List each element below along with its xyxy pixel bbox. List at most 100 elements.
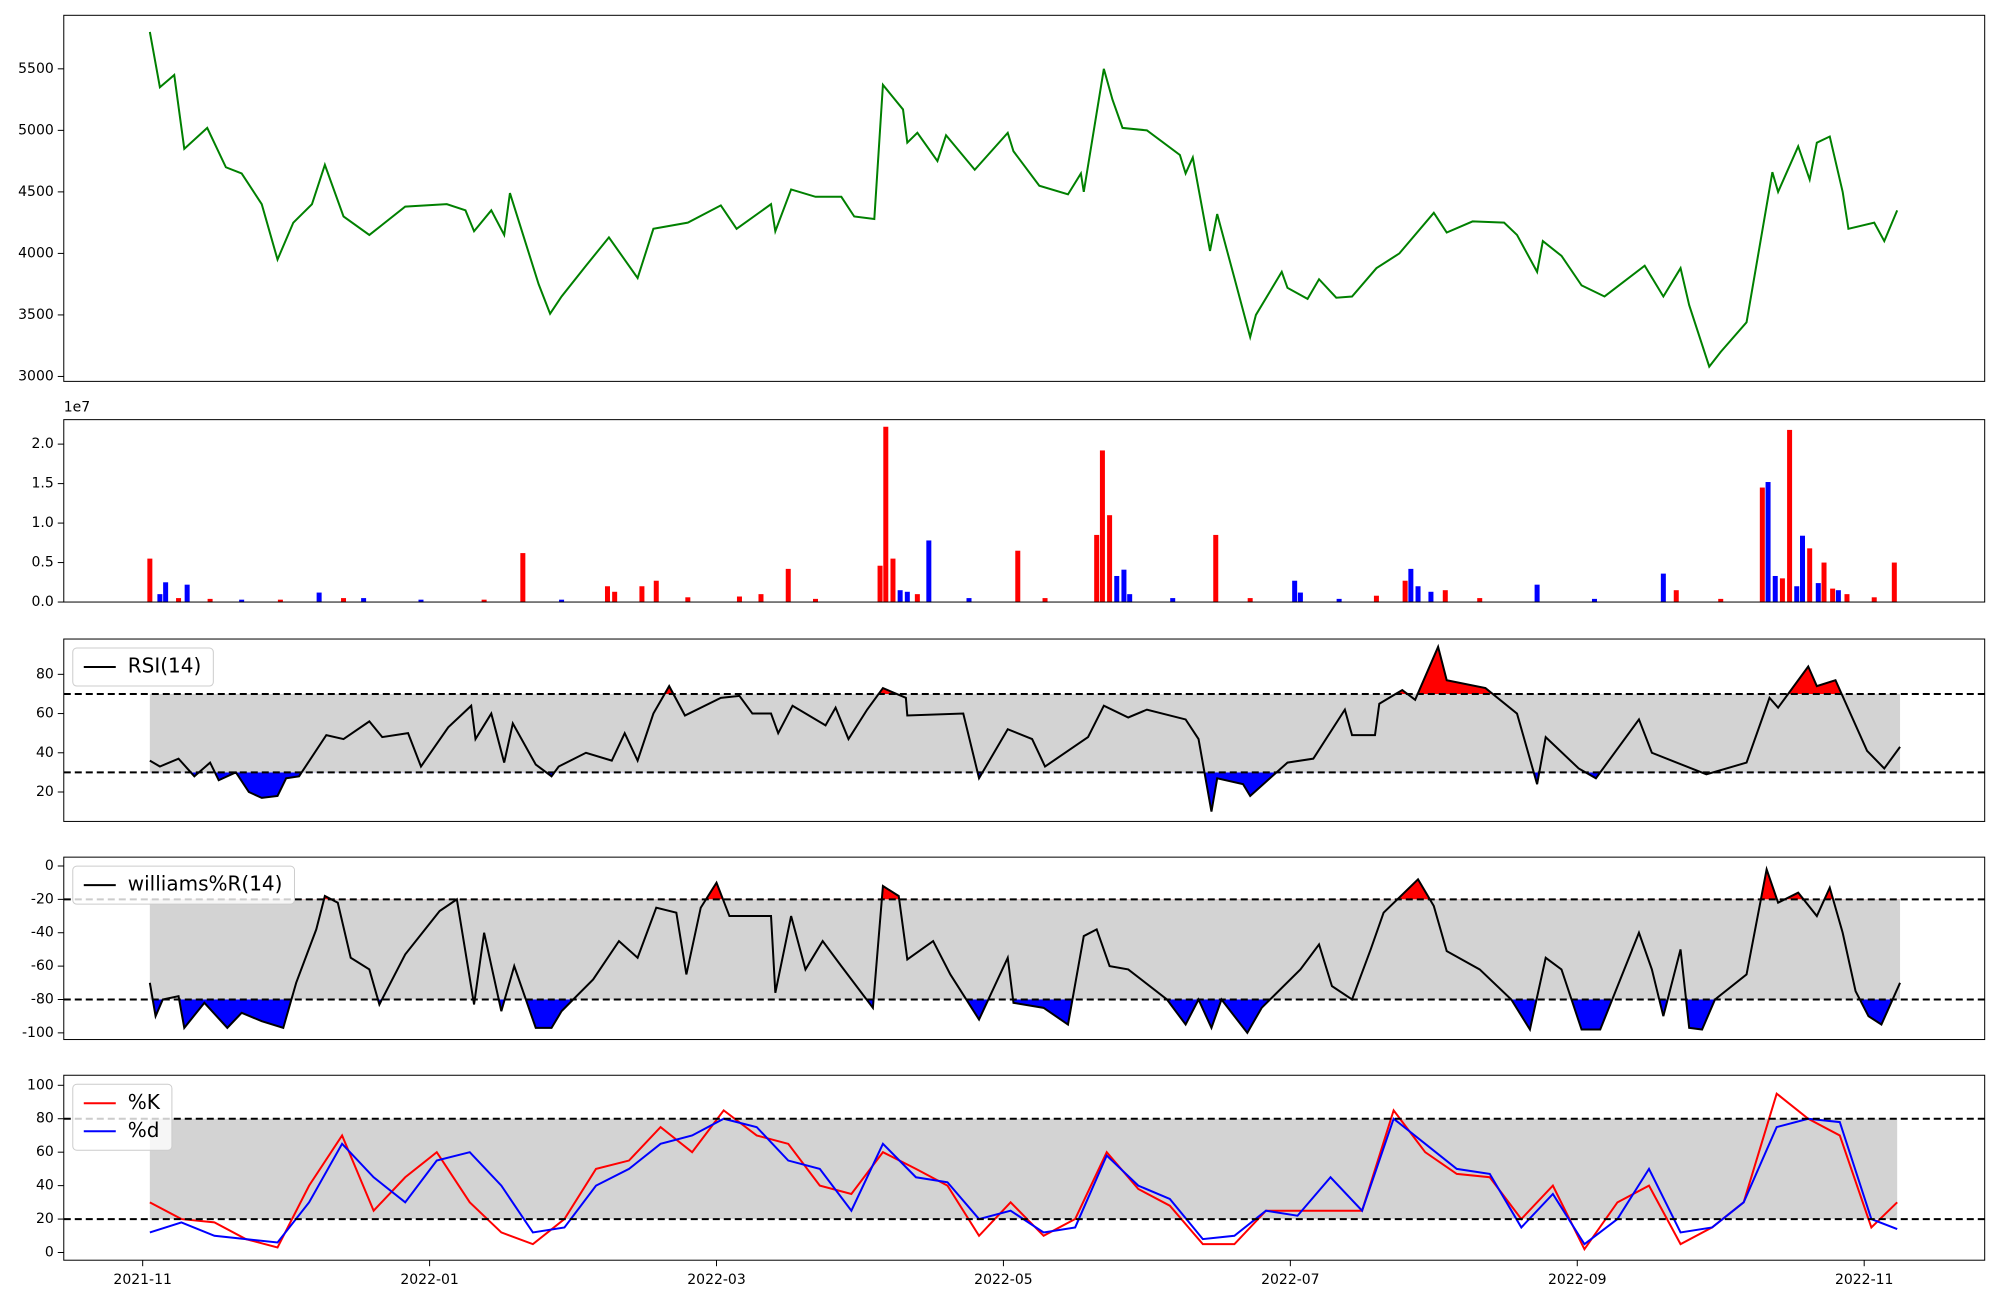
y-tick-label: 60 [36,706,54,722]
volume-bar [1835,590,1841,603]
series-line [148,31,1899,369]
volume-bar [1718,598,1724,603]
y-tick-label: 80 [36,666,54,682]
volume-bar [1765,482,1771,603]
volume-bar [1800,535,1806,603]
volume-bar [1830,588,1836,603]
legend: williams%R(14) [72,865,295,905]
volume-bar [316,592,322,603]
volume-bar [653,580,659,603]
volume-bar [639,586,645,603]
volume-bar [612,591,618,603]
y-tick-label: 80 [36,1111,54,1127]
axes-frame [63,1074,1986,1261]
volume-bar [1844,594,1850,603]
volume-bar [481,599,487,603]
volume-bar [1247,598,1253,603]
volume-bar [1891,562,1897,603]
legend-label: %d [128,1118,160,1142]
legend-box [72,865,295,905]
volume-bar [897,590,903,603]
neutral-band [149,1118,1898,1220]
legend-label: %K [128,1090,161,1114]
series-line [149,1117,1898,1246]
x-tick-label: 2022-11 [1835,1272,1894,1288]
y-tick-label: 0 [45,1245,54,1261]
volume-bar [1772,575,1778,603]
panel: %K %d 0 20 40 60 80 100 2021-11 2022-01 2022-03 202… [27,1074,1986,1288]
y-tick-label: 3500 [18,307,54,323]
volume-bar [1099,450,1105,603]
y-tick-label: 0.5 [32,555,54,571]
volume-bar [239,599,245,603]
volume-bar [520,553,526,603]
y-tick-label: 1.0 [32,515,54,531]
volume-bar [1415,586,1421,603]
x-tick-label: 2022-03 [687,1272,746,1288]
x-tick-label: 2022-01 [400,1272,459,1288]
volume-bar [1408,568,1414,603]
volume-bar [914,594,920,603]
axes-frame [63,419,1986,603]
volume-bar [1794,586,1800,603]
volume-bar [890,558,896,603]
y-tick-label: 5500 [18,61,54,77]
panel: RSI(14) 20 40 60 80 [36,638,1986,822]
volume-bar [1170,598,1176,603]
volume-bar [1442,590,1448,603]
volume-bar [1428,591,1434,603]
volume-bar [418,599,424,603]
axes-frame [63,14,1986,382]
volume-bar [736,596,742,603]
axes-frame [63,638,1986,822]
volume-bar [559,599,565,603]
legend: %K %d [72,1083,173,1151]
volume-bar [1402,580,1408,603]
y-tick-label: 1.5 [32,476,54,492]
volume-bar [147,558,153,603]
volume-bar [1871,597,1877,603]
volume-bar [883,426,889,603]
volume-bar [785,568,791,603]
y-tick-label: 4000 [18,245,54,261]
series-line [148,865,1901,1035]
volume-bar [1673,590,1679,603]
legend-label: williams%R(14) [128,872,283,896]
volume-bar [1591,598,1597,603]
x-tick-label: 2021-11 [113,1272,172,1288]
volume-bar [207,598,213,603]
volume-bar [184,584,190,603]
volume-bar [1534,584,1540,603]
volume-bar [1042,598,1048,603]
y-tick-label: 0.0 [32,594,54,610]
volume-bar [1094,534,1100,603]
volume-bar [966,598,972,603]
y-tick-label: -100 [22,1025,54,1041]
volume-bar [813,598,819,603]
x-tick-label: 2022-09 [1548,1272,1607,1288]
volume-bar [1477,598,1483,603]
neutral-band [149,693,1901,773]
volume-bar [1821,562,1827,603]
y-tick-label: 40 [36,745,54,761]
y-tick-label: -20 [31,891,54,907]
volume-bar [926,540,932,603]
y-tick-label: 0 [45,858,54,874]
volume-bar [904,591,910,603]
y-tick-label: 3000 [18,368,54,384]
volume-bar [341,598,347,603]
y-tick-label: 5000 [18,122,54,138]
x-tick-label: 2022-07 [1261,1272,1320,1288]
volume-bar [1292,580,1298,603]
volume-bar [1807,548,1813,603]
axis-offset-label: 1e7 [64,400,90,416]
volume-bar [1815,583,1821,603]
panel: williams%R(14) -100 -80 -60 -40 -20 0 [22,856,1986,1041]
neutral-band [149,899,1901,1000]
volume-bar [277,599,283,603]
volume-bar [685,597,691,603]
volume-bar [1297,592,1303,603]
panel: 0.0 0.5 1.0 1.5 2.0 1e7 [32,400,1986,610]
volume-bar [1121,569,1127,603]
